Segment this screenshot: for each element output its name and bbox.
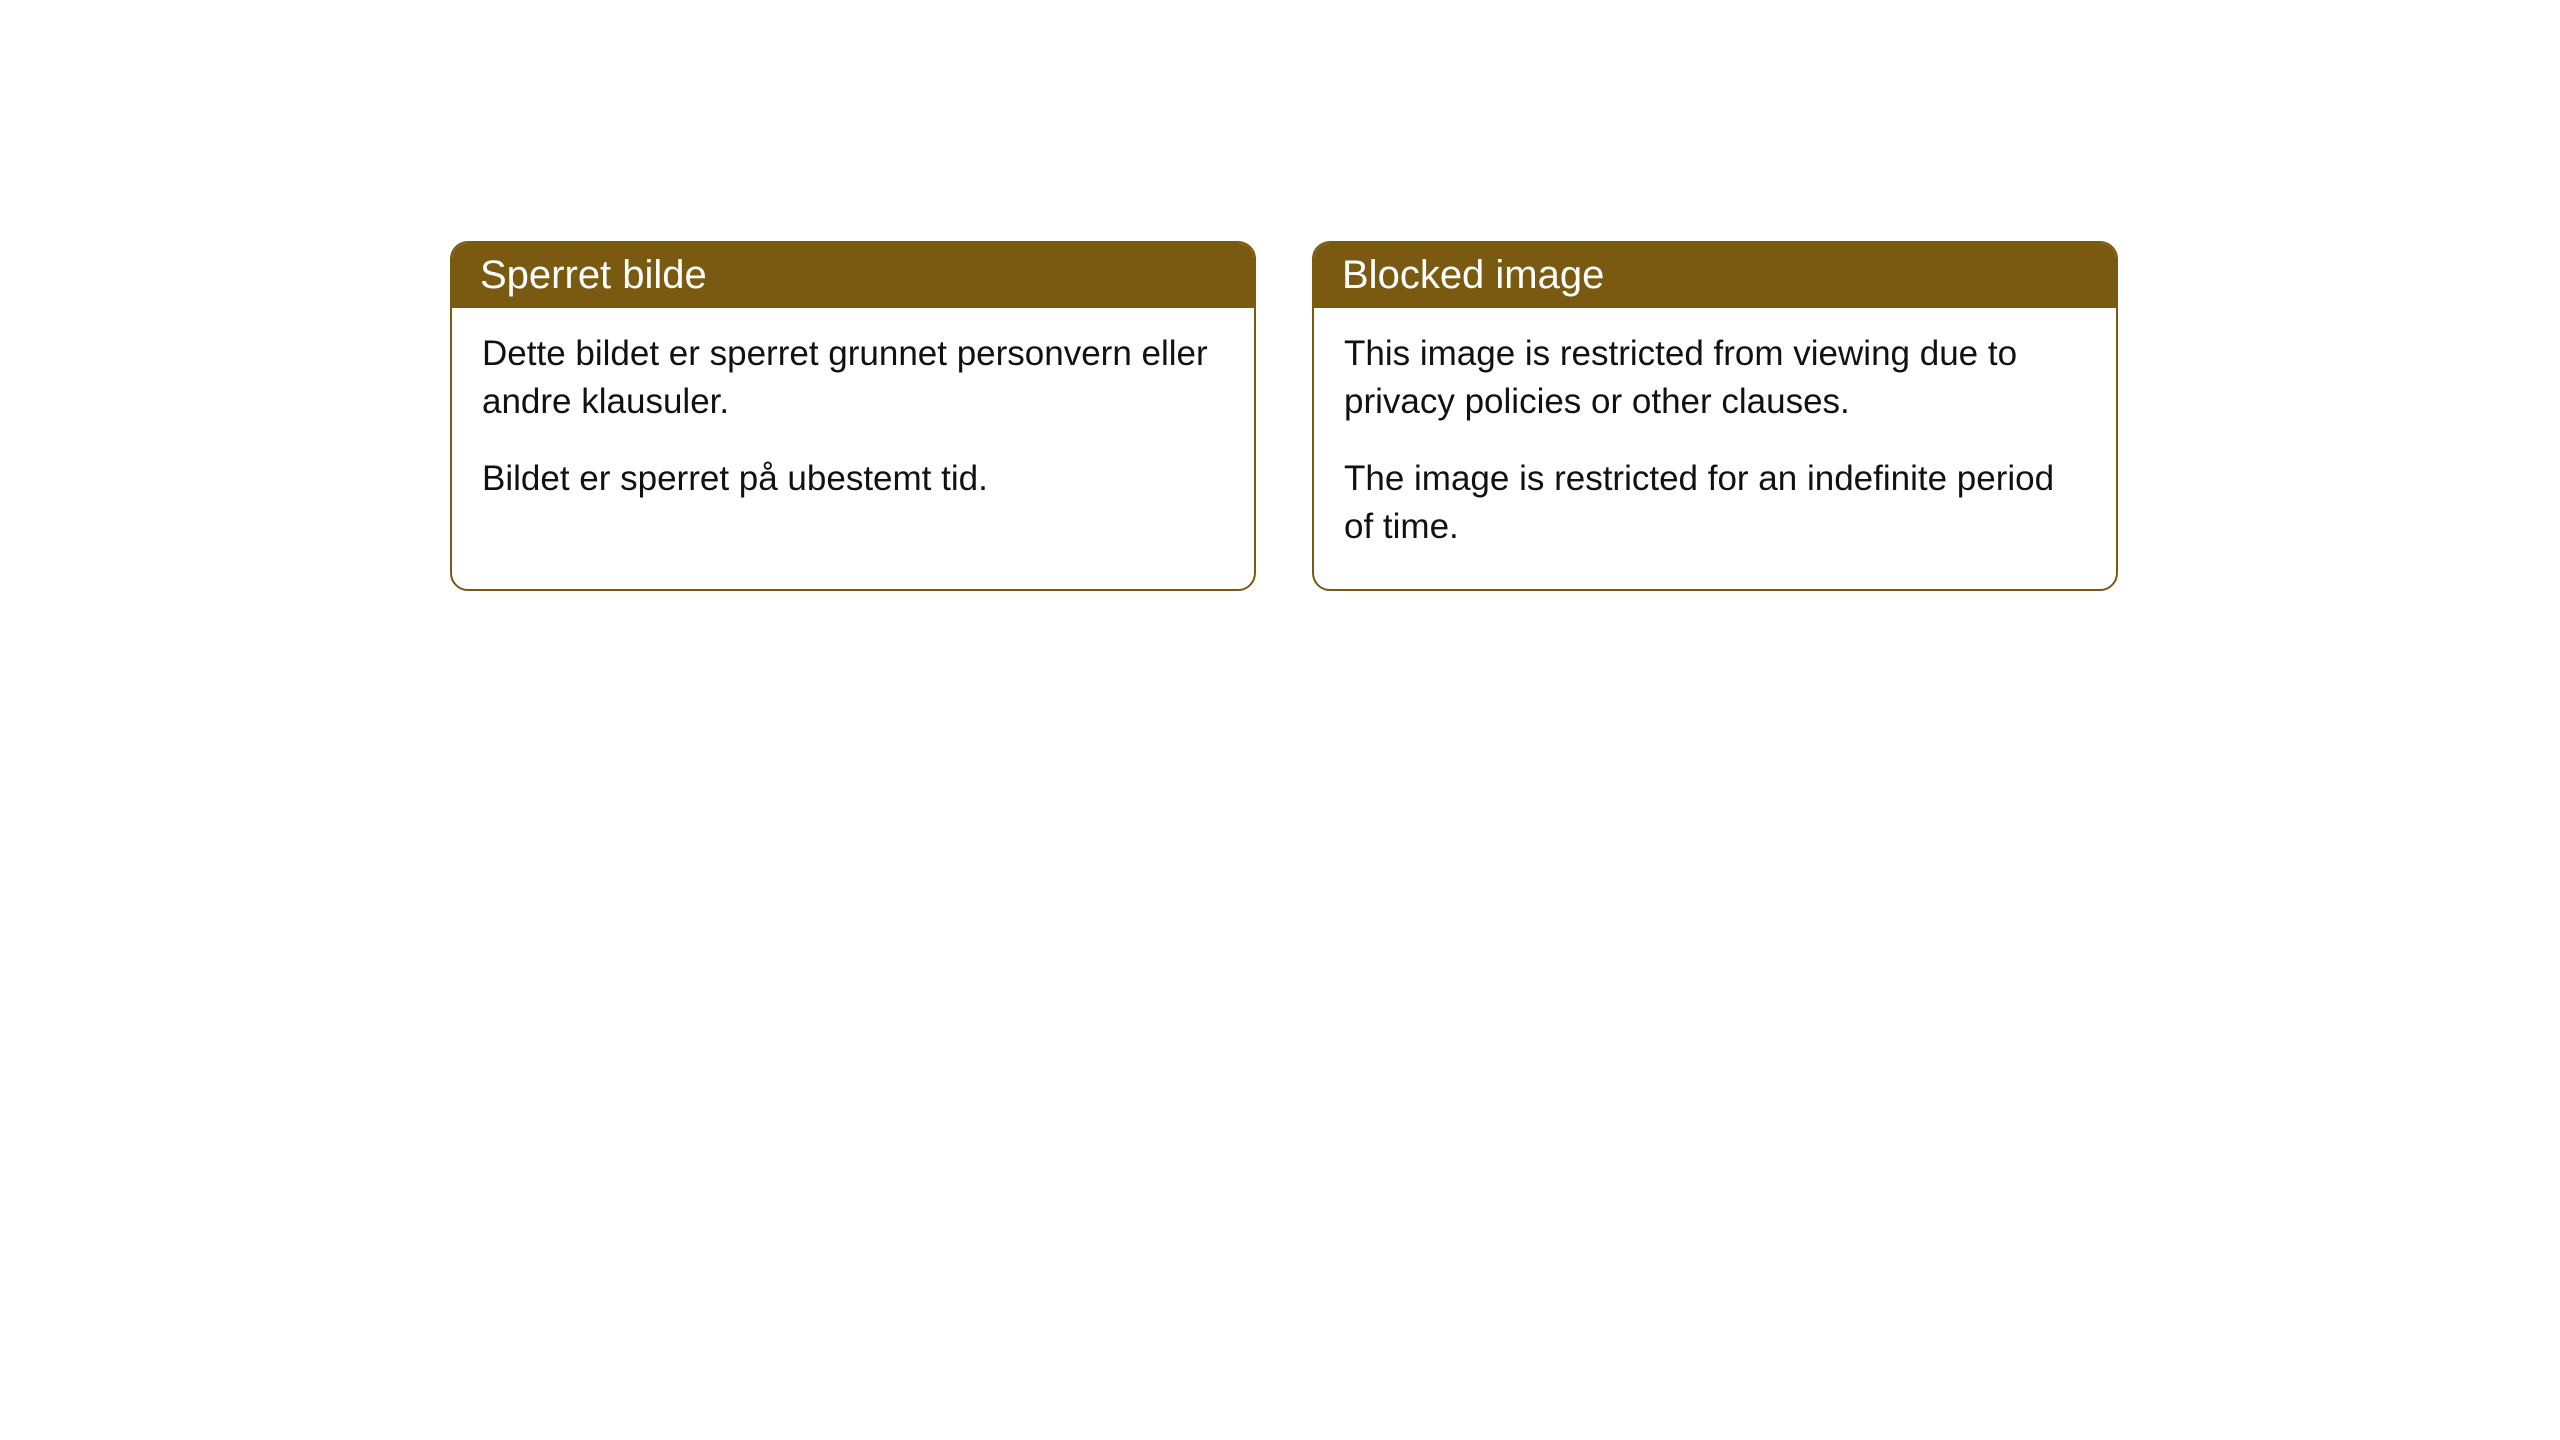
card-title: Sperret bilde: [480, 253, 707, 297]
card-paragraph: Dette bildet er sperret grunnet personve…: [482, 330, 1224, 427]
card-header: Sperret bilde: [452, 243, 1254, 308]
notice-card-english: Blocked image This image is restricted f…: [1312, 241, 2118, 591]
notice-cards-container: Sperret bilde Dette bildet er sperret gr…: [450, 241, 2118, 591]
card-title: Blocked image: [1342, 253, 1604, 297]
notice-card-norwegian: Sperret bilde Dette bildet er sperret gr…: [450, 241, 1256, 591]
card-paragraph: Bildet er sperret på ubestemt tid.: [482, 455, 1224, 503]
card-paragraph: This image is restricted from viewing du…: [1344, 330, 2086, 427]
card-body: Dette bildet er sperret grunnet personve…: [452, 308, 1254, 541]
card-paragraph: The image is restricted for an indefinit…: [1344, 455, 2086, 552]
card-header: Blocked image: [1314, 243, 2116, 308]
card-body: This image is restricted from viewing du…: [1314, 308, 2116, 589]
